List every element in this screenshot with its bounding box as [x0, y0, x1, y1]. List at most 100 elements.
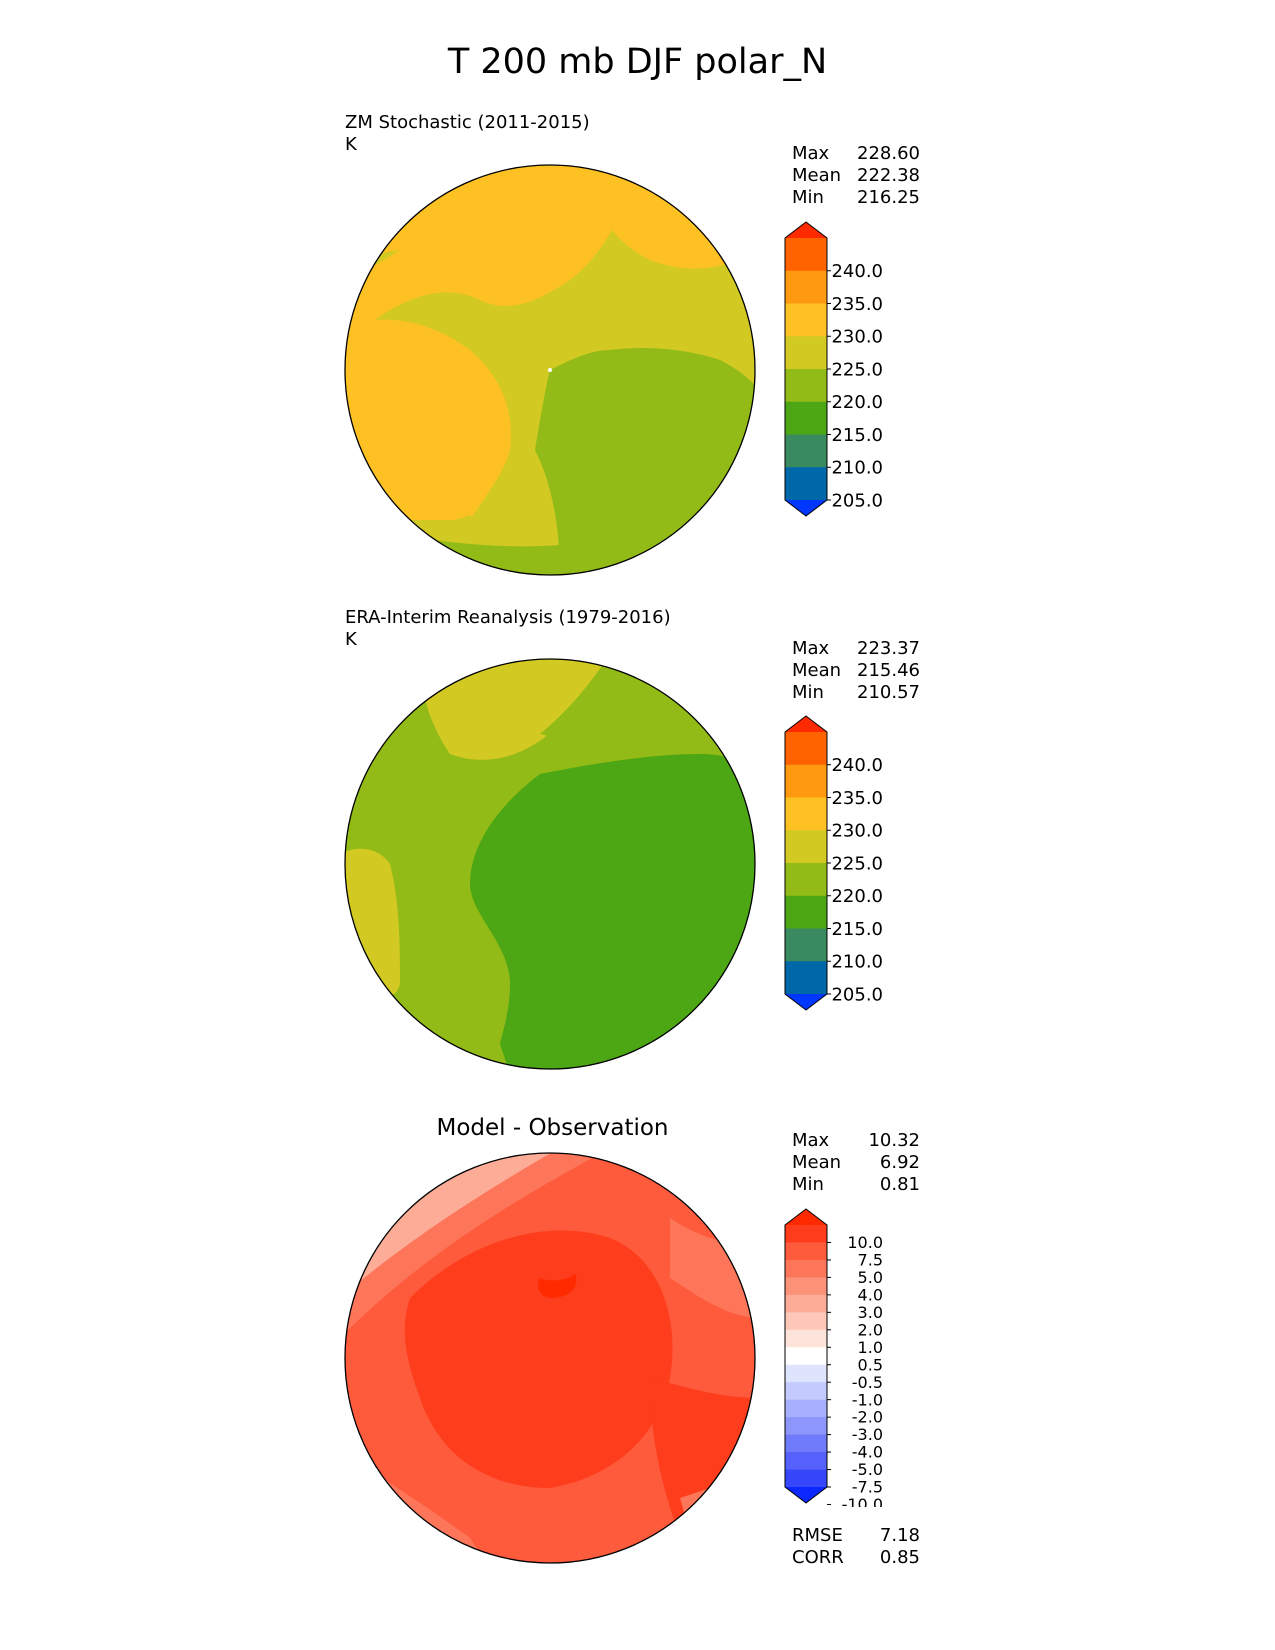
colorbar-tick-label: -1.0 — [852, 1390, 883, 1409]
colorbar-bin — [785, 270, 827, 304]
colorbar-tick-label: -5.0 — [852, 1460, 883, 1479]
stat-name: Min — [792, 682, 824, 703]
colorbar-tick-label: 215.0 — [831, 919, 883, 940]
panel-1-units: K — [345, 134, 357, 155]
colorbar-bin — [785, 303, 827, 337]
colorbar-extend-min — [785, 1487, 827, 1503]
colorbar-tick-label: 240.0 — [831, 755, 883, 776]
colorbar-bin — [785, 336, 827, 370]
colorbar-bin — [785, 1469, 827, 1488]
page-title: T 200 mb DJF polar_N — [447, 42, 828, 82]
colorbar-tick-label: -2.0 — [852, 1408, 883, 1427]
colorbar-bin — [785, 1434, 827, 1453]
colorbar-bin — [785, 764, 827, 798]
colorbar-tick-label: 235.0 — [831, 788, 883, 809]
colorbar-extend-max — [785, 716, 827, 732]
stat-name: Mean — [792, 165, 842, 186]
colorbar-tick-label: 210.0 — [831, 458, 883, 479]
panel-2-units: K — [345, 629, 357, 650]
colorbar-bin — [785, 1277, 827, 1296]
map-2 — [345, 659, 755, 1069]
colorbar-bin — [785, 961, 827, 995]
colorbar-2: 240.0 235.0 230.0 225.0 220.0 215.0 210.0 205.0… — [784, 715, 883, 1011]
colorbar-tick-label: -0.5 — [852, 1373, 883, 1392]
panel-1-stats: Max 228.60 Mean 222.38 Min 216.25 — [792, 143, 920, 209]
colorbar-bin — [785, 1452, 827, 1471]
stat-name: Mean — [792, 1152, 842, 1173]
colorbar-tick-label: 5.0 — [858, 1268, 883, 1287]
colorbar-tick-label: 235.0 — [831, 294, 883, 315]
colorbar-tick-label: 210.0 — [831, 952, 883, 973]
colorbar-tick-label: -10.0 — [842, 1495, 883, 1507]
colorbar-tick-label: 230.0 — [831, 821, 883, 842]
stat-value: 216.25 — [857, 187, 920, 208]
stat-value: 0.85 — [879, 1547, 920, 1568]
colorbar-tick-label: 7.5 — [858, 1251, 883, 1270]
colorbar-bin — [785, 1329, 827, 1348]
stat-value: 228.60 — [857, 143, 920, 164]
map-1-border — [344, 164, 756, 576]
colorbar-extend-min — [785, 500, 827, 516]
colorbar-extend-max — [785, 222, 827, 238]
colorbar-tick-label: 225.0 — [831, 359, 883, 380]
colorbar-tick-label: 225.0 — [831, 853, 883, 874]
stat-value: 223.37 — [857, 638, 920, 659]
stat-name: CORR — [792, 1547, 844, 1568]
colorbar-bin — [785, 1242, 827, 1261]
stat-value: 6.92 — [879, 1152, 920, 1173]
stat-name: Max — [792, 1130, 830, 1151]
colorbar-tick-label: 10.0 — [847, 1233, 883, 1252]
colorbar-tick-label: 220.0 — [831, 392, 883, 413]
colorbar-bin — [785, 830, 827, 864]
stat-name: Min — [792, 187, 824, 208]
map-2-border — [344, 658, 756, 1070]
stat-value: 7.18 — [879, 1525, 920, 1546]
panel-3-stats: Max 10.32 Mean 6.92 Min 0.81 — [792, 1130, 920, 1196]
panel-3-extra-stats: RMSE 7.18 CORR 0.85 — [792, 1525, 920, 1569]
colorbar-bin — [785, 369, 827, 403]
colorbar-bin — [785, 863, 827, 897]
colorbar-bin — [785, 1399, 827, 1418]
colorbar-tick-label: 2.0 — [858, 1320, 883, 1339]
colorbar-bin — [785, 732, 827, 766]
colorbar-bin — [785, 1312, 827, 1331]
colorbar-tick-label: -3.0 — [852, 1425, 883, 1444]
colorbar-bin — [785, 928, 827, 962]
colorbar-bin — [785, 797, 827, 831]
colorbar-extend-max — [785, 1209, 827, 1225]
stat-value: 210.57 — [857, 682, 920, 703]
colorbar-tick-label: 215.0 — [831, 425, 883, 446]
map-3-border — [344, 1152, 756, 1564]
panel-1-label: ZM Stochastic (2011-2015) — [345, 112, 590, 133]
panel-2-stats: Max 223.37 Mean 215.46 Min 210.57 — [792, 638, 920, 704]
stat-value: 215.46 — [857, 660, 920, 681]
colorbar-1: 240.0 235.0 230.0 225.0 220.0 215.0 210.0 205.0… — [784, 221, 883, 517]
colorbar-bin — [785, 401, 827, 435]
stat-name: Max — [792, 638, 830, 659]
stat-name: Mean — [792, 660, 842, 681]
colorbar-tick-label: 205.0 — [831, 490, 883, 511]
stat-value: 222.38 — [857, 165, 920, 186]
colorbar-3: 10.07.55.04.03.02.01.00.5-0.5-1.0-2.0-3.… — [784, 1208, 883, 1507]
colorbar-tick-label: 1.0 — [858, 1338, 883, 1357]
colorbar-bin — [785, 1382, 827, 1401]
colorbar-tick-label: 4.0 — [858, 1285, 883, 1304]
colorbar-bin — [785, 1364, 827, 1383]
colorbar-extend-min — [785, 994, 827, 1010]
colorbar-bin — [785, 434, 827, 468]
colorbar-tick-label: -4.0 — [852, 1443, 883, 1462]
colorbar-tick-label: 3.0 — [858, 1303, 883, 1322]
stat-name: Min — [792, 1174, 824, 1195]
stat-name: RMSE — [792, 1525, 843, 1546]
map-3 — [345, 1153, 755, 1563]
colorbar-bin — [785, 895, 827, 929]
colorbar-bin — [785, 1259, 827, 1278]
colorbar-bin — [785, 1347, 827, 1366]
colorbar-bin — [785, 1294, 827, 1313]
stat-value: 0.81 — [879, 1174, 920, 1195]
colorbar-tick-label: 220.0 — [831, 886, 883, 907]
panel-2-label: ERA-Interim Reanalysis (1979-2016) — [345, 607, 671, 628]
colorbar-bin — [785, 1225, 827, 1243]
panel-3-title: Model - Observation — [436, 1115, 669, 1141]
colorbar-bin — [785, 238, 827, 272]
